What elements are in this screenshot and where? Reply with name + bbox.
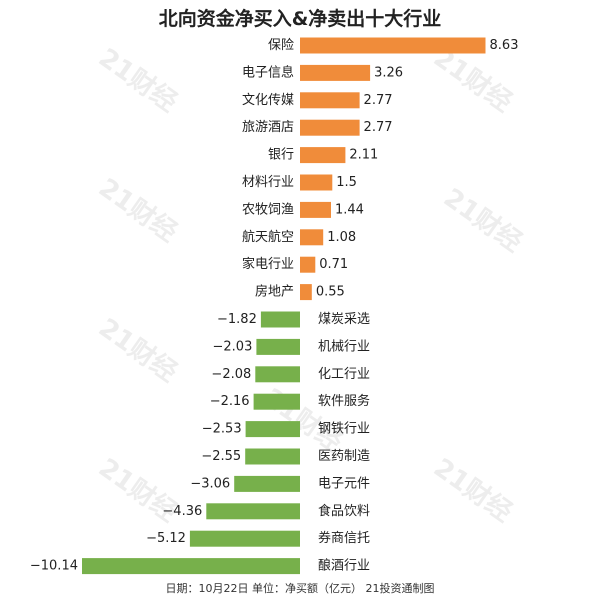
category-label: 农牧饲渔 (242, 202, 294, 217)
bar-医药制造 (245, 448, 300, 465)
bar-软件服务 (253, 393, 300, 410)
bar-文化传媒 (300, 92, 360, 109)
value-label: −2.53 (202, 422, 242, 437)
bar-酿酒行业 (82, 558, 300, 575)
value-label: 1.08 (327, 230, 356, 245)
category-label: 钢铁行业 (318, 422, 370, 437)
bar-材料行业 (300, 174, 333, 191)
category-label: 化工行业 (318, 367, 370, 382)
chart-footer: 日期：10月22日 单位：净买额（亿元） 21投资通制图 (165, 582, 435, 595)
bar-煤炭采选 (260, 311, 300, 328)
value-label: 0.55 (316, 285, 345, 300)
value-label: 0.71 (319, 257, 348, 272)
category-label: 食品饮料 (318, 503, 370, 519)
category-label: 保险 (268, 38, 294, 53)
category-label: 医药制造 (318, 449, 370, 464)
value-label: 1.44 (335, 202, 364, 217)
category-label: 煤炭采选 (318, 312, 370, 327)
value-label: −1.82 (217, 312, 257, 327)
category-label: 电子元件 (318, 476, 370, 491)
bar-机械行业 (256, 338, 300, 355)
category-label: 软件服务 (318, 393, 370, 409)
value-label: −2.03 (213, 339, 253, 354)
bar-保险 (300, 37, 486, 54)
bar-券商信托 (189, 530, 300, 547)
value-label: −2.55 (201, 449, 241, 464)
value-label: 3.26 (374, 65, 403, 80)
value-label: −2.08 (211, 367, 251, 382)
value-label: 2.77 (364, 120, 393, 135)
category-label: 材料行业 (242, 175, 294, 190)
value-label: 2.77 (364, 93, 393, 108)
category-label: 银行 (268, 148, 294, 163)
category-label: 酿酒行业 (318, 558, 370, 574)
bar-电子信息 (300, 64, 371, 81)
value-label: −10.14 (30, 559, 78, 574)
bar-钢铁行业 (245, 421, 300, 438)
bar-化工行业 (255, 366, 300, 383)
value-label: 8.63 (490, 38, 519, 53)
category-label: 券商信托 (318, 530, 370, 546)
value-label: −4.36 (162, 504, 202, 519)
value-label: −2.16 (210, 394, 250, 409)
category-label: 家电行业 (242, 256, 294, 272)
chart-title: 北向资金净买入&净卖出十大行业 (158, 8, 442, 30)
category-label: 文化传媒 (242, 93, 294, 108)
bar-旅游酒店 (300, 119, 360, 136)
bar-食品饮料 (206, 503, 300, 520)
category-label: 机械行业 (318, 339, 370, 354)
bar-房地产 (300, 284, 312, 301)
value-label: −5.12 (146, 531, 186, 546)
value-label: 1.5 (336, 175, 357, 190)
bar-农牧饲渔 (300, 201, 331, 218)
category-label: 旅游酒店 (242, 120, 294, 135)
value-label: 2.11 (349, 148, 378, 163)
category-label: 房地产 (255, 284, 294, 300)
bar-电子元件 (234, 475, 300, 492)
bar-航天航空 (300, 229, 324, 246)
bar-家电行业 (300, 256, 316, 273)
category-label: 航天航空 (242, 229, 294, 245)
bar-银行 (300, 147, 346, 164)
category-label: 电子信息 (242, 64, 294, 80)
value-label: −3.06 (190, 476, 230, 491)
